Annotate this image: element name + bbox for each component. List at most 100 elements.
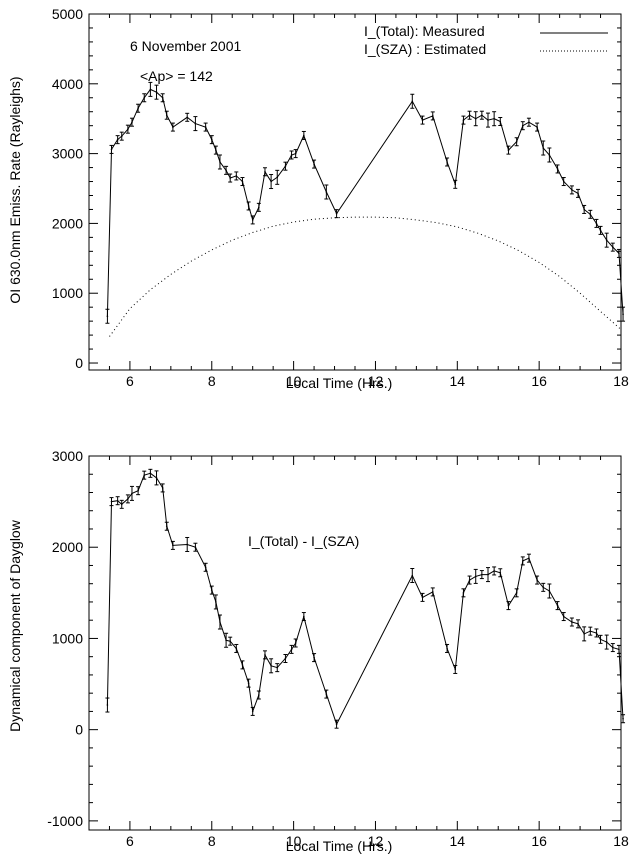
bottom-data-point xyxy=(241,664,244,666)
top-data-point xyxy=(137,107,139,110)
top-data-point xyxy=(251,219,254,221)
top-data-point xyxy=(507,149,510,151)
bottom-data-point xyxy=(562,615,565,618)
bottom-x-tick-label: 12 xyxy=(368,833,384,849)
bottom-data-point xyxy=(137,489,139,492)
bottom-x-tick-label: 8 xyxy=(208,833,216,849)
top-data-point xyxy=(481,114,483,117)
top-data-point xyxy=(258,206,260,209)
bottom-data-point xyxy=(215,601,217,603)
top-data-point xyxy=(605,239,608,241)
bottom-data-point xyxy=(499,571,502,574)
top-data-point xyxy=(120,135,123,137)
bottom-data-point xyxy=(264,654,266,656)
top-data-point xyxy=(431,115,434,117)
bottom-data-point xyxy=(120,503,123,506)
top-data-point xyxy=(131,121,133,123)
bottom-data-point xyxy=(536,579,538,581)
top-data-point xyxy=(595,222,598,225)
bottom-data-point xyxy=(284,657,287,660)
top-data-point xyxy=(325,191,328,193)
top-data-point xyxy=(474,117,477,120)
bottom-data-point xyxy=(589,630,592,632)
bottom-data-point xyxy=(204,566,207,569)
bottom-y-tick-label: 2000 xyxy=(52,539,83,555)
top-x-tick-label: 8 xyxy=(208,373,216,389)
top-y-tick-label: 4000 xyxy=(52,76,83,92)
bottom-data-point xyxy=(542,586,545,589)
legend-label-measured: I_(Total): Measured xyxy=(364,23,485,39)
top-y-tick-label: 5000 xyxy=(52,6,83,22)
bottom-data-point xyxy=(186,543,189,546)
top-y-tick-label: 0 xyxy=(75,355,83,371)
bottom-data-point xyxy=(251,710,254,713)
bottom-data-point xyxy=(229,640,231,642)
bottom-data-point xyxy=(446,647,448,650)
bottom-data-point xyxy=(595,632,598,634)
top-data-point xyxy=(562,180,565,183)
top-data-point xyxy=(284,165,287,167)
bottom-data-point xyxy=(481,573,483,576)
top-data-point xyxy=(589,213,592,216)
top-data-point xyxy=(204,126,207,128)
bottom-x-tick-label: 14 xyxy=(450,833,466,849)
bottom-data-point xyxy=(605,641,608,643)
top-series-estimated-line xyxy=(109,216,622,337)
top-data-point xyxy=(599,229,602,232)
bottom-data-point xyxy=(106,704,109,706)
top-data-point xyxy=(303,134,305,137)
top-series-measured-line xyxy=(106,88,624,317)
top-data-point xyxy=(264,170,266,173)
top-data-point xyxy=(454,183,457,186)
bottom-data-point xyxy=(294,642,297,644)
bottom-data-point xyxy=(335,723,338,725)
bottom-data-point xyxy=(165,525,168,528)
top-data-point xyxy=(542,147,545,149)
top-data-point xyxy=(411,100,414,103)
bottom-series-measured-line xyxy=(106,472,624,726)
bottom-data-point xyxy=(270,665,272,667)
bottom-data-point xyxy=(290,648,293,651)
top-data-point xyxy=(612,246,614,248)
bottom-data-point xyxy=(194,546,197,549)
top-data-point xyxy=(499,120,502,123)
top-data-point xyxy=(468,114,471,117)
bottom-data-point xyxy=(515,592,518,594)
bottom-y-tick-label: 3000 xyxy=(52,448,83,464)
bottom-data-point xyxy=(258,694,260,696)
bottom-data-point xyxy=(325,693,328,695)
bottom-data-point xyxy=(210,589,213,591)
top-data-point xyxy=(515,140,518,143)
top-data-point xyxy=(276,176,279,179)
legend-label-estimated: I_(SZA) : Estimated xyxy=(364,41,486,57)
bottom-data-point xyxy=(110,500,113,503)
top-data-point xyxy=(215,149,217,151)
bottom-data-point xyxy=(421,596,424,599)
top-data-point xyxy=(229,177,231,179)
top-data-point xyxy=(462,119,465,121)
top-y-tick-label: 2000 xyxy=(52,215,83,231)
bottom-chart: I_(Total) - I_(SZA) Local Time (Hrs.) Dy… xyxy=(7,519,392,854)
top-x-axis-title: Local Time (Hrs.) xyxy=(286,375,393,391)
top-data-point xyxy=(583,208,585,211)
top-x-tick-label: 10 xyxy=(286,373,302,389)
top-x-tick-label: 12 xyxy=(368,373,384,389)
bottom-data-point xyxy=(487,573,489,576)
bottom-data-point xyxy=(571,621,573,623)
bottom-x-tick-label: 6 xyxy=(126,833,134,849)
top-y-tick-label: 3000 xyxy=(52,146,83,162)
top-data-point xyxy=(219,161,221,163)
top-data-point xyxy=(110,148,113,151)
top-data-point xyxy=(106,315,109,318)
top-data-point xyxy=(521,124,524,127)
top-annotation-date: 6 November 2001 xyxy=(130,38,242,54)
bottom-data-point xyxy=(599,638,602,641)
bottom-y-tick-label: -1000 xyxy=(47,813,83,829)
top-data-point xyxy=(548,154,551,156)
top-chart: 6 November 2001 <Ap> = 142 I_(Total): Me… xyxy=(7,23,608,391)
top-y-axis-title: OI 630.0nm Emiss. Rate (Rayleighs) xyxy=(7,76,23,303)
bottom-plot-frame xyxy=(88,455,622,831)
top-data-point xyxy=(225,169,227,172)
bottom-data-point xyxy=(474,575,477,578)
